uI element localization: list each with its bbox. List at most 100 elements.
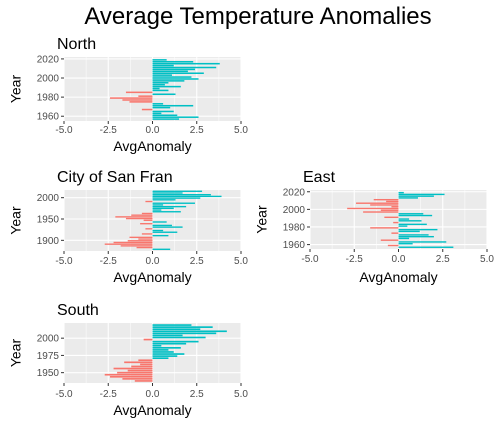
anomaly-bar	[152, 353, 185, 355]
anomaly-bar	[113, 367, 153, 370]
anomaly-bar	[152, 80, 185, 82]
anomaly-bar	[152, 204, 164, 206]
anomaly-bar	[152, 248, 171, 250]
x-tick-label: -2.5	[100, 256, 118, 267]
anomaly-bar	[152, 224, 172, 227]
y-axis-label: Year	[8, 339, 24, 368]
y-axis-label: Year	[254, 205, 270, 234]
chart-title: Average Temperature Anomalies	[84, 3, 431, 30]
anomaly-bar	[398, 230, 420, 233]
anomaly-bar	[152, 61, 194, 63]
anomaly-bar	[152, 202, 195, 204]
panel-title: North	[57, 36, 96, 53]
anomaly-bar	[152, 334, 183, 337]
x-tick-label: 2.5	[436, 254, 450, 265]
anomaly-bar	[152, 328, 201, 331]
panel-title: City of San Fran	[57, 169, 173, 186]
anomaly-bar	[398, 246, 454, 248]
x-tick-label: 5.0	[234, 256, 248, 267]
anomaly-bar	[110, 97, 153, 99]
y-tick-label: 1950	[37, 368, 60, 379]
x-tick-label: 0.0	[146, 125, 160, 136]
anomaly-bar	[129, 236, 153, 239]
anomaly-bar	[138, 359, 153, 362]
anomaly-bar	[152, 231, 178, 233]
anomaly-bar	[152, 104, 194, 107]
anomaly-bar	[398, 237, 410, 240]
anomaly-bar	[152, 85, 181, 88]
anomaly-bar	[152, 199, 176, 201]
anomaly-bar	[115, 216, 153, 218]
y-tick-label: 2000	[37, 334, 60, 345]
anomaly-bar	[152, 70, 188, 73]
y-axis-label: Year	[8, 75, 24, 104]
anomaly-bar	[152, 211, 181, 213]
anomaly-bar	[140, 223, 153, 225]
x-tick-label: -5.0	[55, 125, 73, 136]
anomaly-bar	[152, 197, 201, 199]
anomaly-bar	[140, 363, 153, 366]
x-tick-label: 2.5	[190, 389, 204, 400]
anomaly-bar	[356, 202, 399, 204]
anomaly-bar	[387, 244, 399, 247]
anomaly-bar	[398, 193, 445, 196]
anomaly-bar	[398, 235, 434, 238]
anomaly-bar	[136, 246, 153, 249]
anomaly-bar	[131, 365, 153, 368]
y-tick-label: 2000	[283, 205, 306, 216]
anomaly-bar	[152, 326, 213, 328]
anomaly-bar	[152, 190, 203, 192]
y-tick-label: 1980	[283, 222, 306, 233]
anomaly-bar	[127, 240, 153, 242]
anomaly-bar	[152, 192, 183, 194]
x-tick-label: -5.0	[301, 254, 319, 265]
anomaly-bar	[125, 91, 153, 94]
anomaly-bar	[393, 221, 399, 224]
x-tick-label: 0.0	[146, 389, 160, 400]
x-tick-label: 0.0	[146, 256, 160, 267]
anomaly-bar	[152, 330, 227, 333]
anomaly-bar	[398, 225, 408, 227]
anomaly-bar	[398, 213, 424, 215]
facet-panels: -5.0 -2.5 0.0 2.5 5.01960198020002020NorthAv…	[8, 36, 494, 418]
anomaly-bar	[152, 347, 181, 349]
y-tick-label: 2020	[283, 187, 306, 198]
anomaly-bar	[152, 116, 199, 118]
anomaly-bar	[152, 83, 165, 86]
anomaly-bar	[152, 93, 176, 96]
anomaly-bar	[152, 72, 204, 75]
anomaly-bar	[363, 211, 399, 213]
anomaly-bar	[373, 198, 399, 201]
anomaly-bar	[125, 217, 153, 220]
x-tick-label: -5.0	[55, 389, 73, 400]
anomaly-bar	[152, 349, 169, 351]
anomaly-bar	[152, 221, 167, 223]
y-tick-label: 1975	[37, 351, 60, 362]
anomaly-bar	[113, 241, 153, 244]
anomaly-bar	[104, 243, 153, 245]
anomaly-bar	[141, 233, 153, 235]
y-tick-label: 1960	[37, 112, 60, 123]
anomaly-bar	[117, 371, 153, 374]
x-axis-label: AvgAnomaly	[113, 402, 191, 418]
y-axis-label: Year	[8, 206, 24, 235]
anomaly-bar	[398, 241, 447, 243]
anomaly-bar	[152, 103, 164, 105]
anomaly-bar	[370, 227, 399, 229]
y-tick-label: 2020	[37, 54, 60, 65]
anomaly-bar	[398, 191, 404, 194]
x-tick-label: -2.5	[100, 389, 118, 400]
anomaly-bar	[152, 194, 211, 196]
x-axis-label: AvgAnomaly	[359, 269, 437, 285]
y-tick-label: 2000	[37, 193, 60, 204]
anomaly-bar	[380, 239, 399, 241]
anomaly-bar	[152, 207, 174, 210]
x-tick-label: 5.0	[480, 254, 494, 265]
anomaly-bar	[152, 118, 180, 120]
anomaly-bar	[152, 114, 178, 117]
anomaly-bar	[152, 106, 171, 109]
anomaly-bar	[122, 99, 153, 101]
anomaly-bar	[152, 74, 172, 76]
